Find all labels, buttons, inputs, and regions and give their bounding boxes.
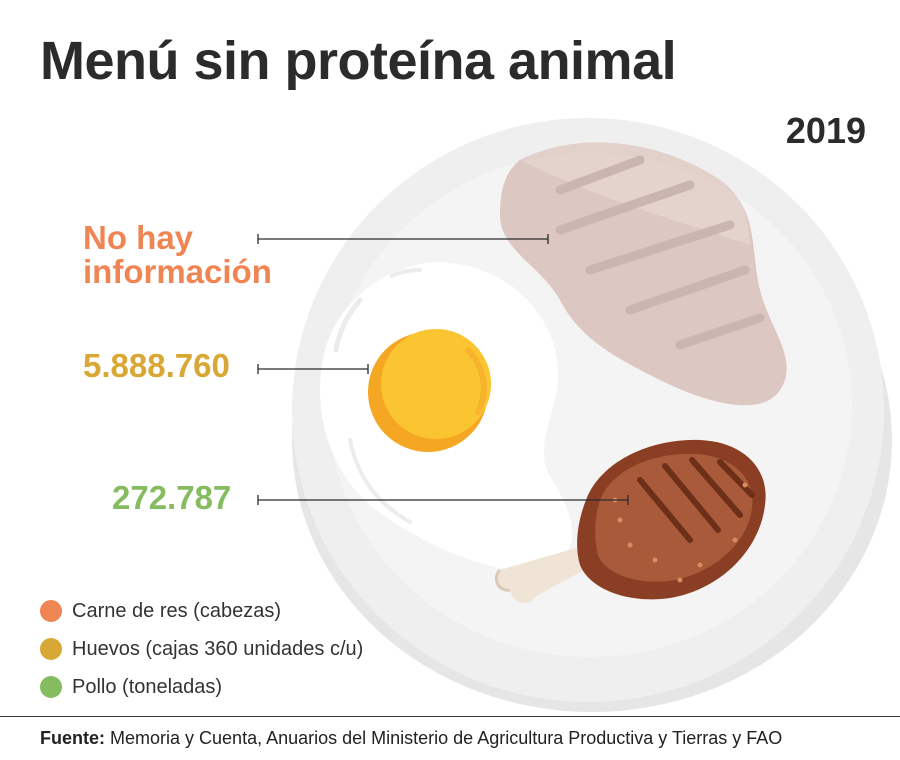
chicken-value: 272.787 — [112, 479, 232, 516]
legend-label-eggs: Huevos (cajas 360 unidades c/u) — [72, 637, 364, 660]
legend-dot-eggs — [40, 638, 62, 660]
steak-icon — [500, 142, 787, 406]
legend-item-eggs: Huevos (cajas 360 unidades c/u) — [40, 630, 363, 668]
source-note: Fuente: Memoria y Cuenta, Anuarios del M… — [40, 728, 782, 749]
footer-divider — [0, 716, 900, 717]
legend-dot-beef — [40, 600, 62, 622]
beef-value: No hay información — [83, 219, 272, 290]
eggs-value: 5.888.760 — [83, 347, 230, 384]
page-title: Menú sin proteína animal — [40, 31, 677, 91]
legend-dot-chicken — [40, 676, 62, 698]
legend: Carne de res (cabezas) Huevos (cajas 360… — [40, 592, 363, 706]
legend-item-chicken: Pollo (toneladas) — [40, 668, 363, 706]
source-label: Fuente: — [40, 728, 105, 748]
source-text: Memoria y Cuenta, Anuarios del Ministeri… — [110, 728, 783, 748]
legend-label-beef: Carne de res (cabezas) — [72, 599, 281, 622]
drumstick-icon — [494, 439, 766, 604]
legend-item-beef: Carne de res (cabezas) — [40, 592, 363, 630]
year-label: 2019 — [785, 110, 866, 151]
legend-label-chicken: Pollo (toneladas) — [72, 675, 223, 698]
